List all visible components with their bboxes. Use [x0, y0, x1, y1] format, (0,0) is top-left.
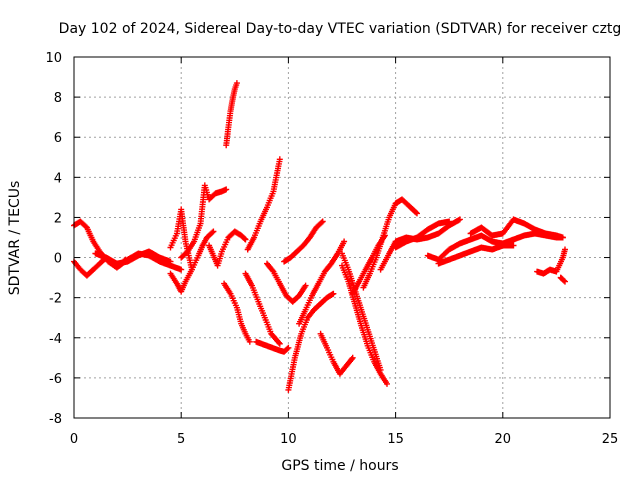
- x-tick-label: 5: [177, 432, 185, 447]
- x-tick-label: 0: [70, 432, 78, 447]
- data-markers-arc-f: [178, 182, 230, 261]
- data-series-arc-o: [285, 290, 337, 393]
- data-markers-arc-u: [360, 196, 420, 291]
- grid-lines: [74, 57, 610, 418]
- y-tick-label: 4: [54, 171, 62, 186]
- data-series-arc-aa: [489, 230, 566, 253]
- data-markers-arc-c: [92, 248, 174, 267]
- data-series-arc-ac: [557, 274, 568, 285]
- axis-ticks: 0 5 10 15 20 25 -8 -6 -4 -2 0 2 4 6 8 10: [45, 51, 618, 447]
- x-axis-label: GPS time / hours: [281, 458, 398, 474]
- data-markers-arc-o: [285, 290, 337, 393]
- chart-title: Day 102 of 2024, Sidereal Day-to-day VTE…: [59, 21, 622, 37]
- data-series-arc-h: [223, 80, 240, 149]
- data-series-arc-q: [317, 330, 356, 377]
- data-series-arc-n: [281, 218, 326, 265]
- plot-frame: [73, 56, 611, 419]
- data-markers-arc-j: [244, 156, 283, 253]
- data-series-arc-ab: [534, 246, 568, 277]
- data-series-arc-k: [242, 270, 283, 347]
- y-tick-label: -4: [49, 332, 62, 347]
- data-markers-arc-ab: [534, 246, 568, 277]
- data-markers-arc-p: [296, 238, 348, 327]
- data-series-arc-l: [253, 338, 292, 355]
- data-series-arc-m: [264, 260, 309, 305]
- data-series-arc-w: [392, 218, 453, 251]
- x-tick-label: 15: [387, 432, 404, 447]
- y-tick-label: -6: [49, 372, 62, 387]
- data-series-arc-j: [244, 156, 283, 253]
- y-tick-label: -8: [49, 412, 62, 427]
- data-markers-arc-g: [206, 228, 249, 269]
- data-markers-arc-h: [223, 80, 240, 149]
- y-tick-label: 2: [54, 211, 62, 226]
- data-series-arc-p: [296, 238, 348, 327]
- y-tick-label: 10: [45, 51, 62, 66]
- data-markers-arc-aa: [489, 230, 566, 253]
- y-tick-label: 0: [54, 252, 62, 267]
- data-markers-arc-q: [317, 330, 356, 377]
- y-tick-label: 6: [54, 131, 62, 146]
- x-tick-label: 20: [495, 432, 512, 447]
- x-tick-label: 10: [280, 432, 297, 447]
- data-markers-arc-m: [264, 260, 309, 305]
- data-markers: [71, 80, 568, 393]
- data-series-arc-f: [178, 182, 230, 261]
- data-series-arc-e: [167, 228, 217, 295]
- x-tick-label: 25: [602, 432, 619, 447]
- data-markers-arc-l: [253, 338, 292, 355]
- data-markers-arc-r: [339, 262, 390, 387]
- data-series-arc-u: [360, 196, 420, 291]
- y-tick-label: -2: [49, 292, 62, 307]
- data-markers-arc-i: [221, 280, 253, 345]
- data-series-arc-g: [206, 228, 249, 269]
- data-series-arc-r: [339, 262, 390, 387]
- data-markers-arc-n: [281, 218, 326, 265]
- data-series-arc-i: [221, 280, 253, 345]
- data-markers-arc-ac: [557, 274, 568, 285]
- data-markers-arc-e: [167, 228, 217, 295]
- y-tick-label: 8: [54, 91, 62, 106]
- data-markers-arc-k: [242, 270, 283, 347]
- data-markers-arc-w: [392, 218, 453, 251]
- data-series-arc-c: [92, 248, 174, 267]
- y-axis-label: SDTVAR / TECUs: [7, 181, 23, 296]
